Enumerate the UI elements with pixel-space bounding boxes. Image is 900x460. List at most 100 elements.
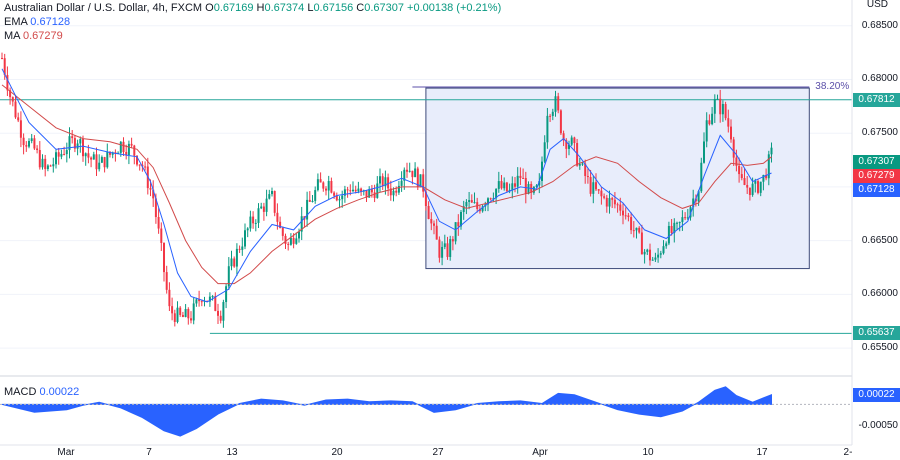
candle-body bbox=[732, 139, 735, 158]
candle-body bbox=[165, 272, 168, 290]
candle-body bbox=[327, 180, 330, 191]
date-tick-label: 20 bbox=[331, 447, 343, 458]
candle-body bbox=[354, 189, 357, 192]
candle-body bbox=[403, 169, 406, 181]
candle-body bbox=[535, 185, 538, 187]
candle-body bbox=[522, 177, 525, 179]
candle-body bbox=[630, 217, 633, 231]
range-box[interactable] bbox=[425, 87, 810, 270]
candle-body bbox=[411, 170, 414, 178]
ma-legend[interactable]: MA 0.67279 bbox=[4, 29, 63, 43]
macd-legend[interactable]: MACD 0.00022 bbox=[4, 385, 79, 399]
candle-body bbox=[244, 230, 246, 247]
candle-body bbox=[252, 216, 255, 224]
ema-legend[interactable]: EMA 0.67128 bbox=[4, 15, 70, 29]
candle-body bbox=[584, 163, 587, 177]
macd-tick-label: -0.00050 bbox=[858, 420, 898, 432]
candle-body bbox=[600, 190, 603, 197]
candle-body bbox=[262, 206, 265, 212]
candle-body bbox=[465, 201, 468, 207]
candle-body bbox=[333, 192, 336, 196]
candle-body bbox=[662, 246, 665, 254]
candle-body bbox=[646, 249, 649, 252]
candle-body bbox=[387, 177, 390, 189]
candle-body bbox=[508, 189, 511, 192]
candle-body bbox=[65, 150, 68, 155]
symbol-title[interactable]: Australian Dollar / U.S. Dollar, 4h, FXC… bbox=[4, 2, 203, 14]
candle-body bbox=[570, 137, 573, 145]
price-tick-label: 0.67500 bbox=[861, 127, 898, 139]
candle-body bbox=[400, 180, 403, 186]
candle-body bbox=[468, 200, 471, 202]
ohlc-low-key: L bbox=[307, 2, 314, 14]
ohlc-open-key: O bbox=[205, 2, 214, 14]
candle-body bbox=[765, 174, 768, 179]
candle-body bbox=[33, 138, 36, 149]
macd-label: MACD bbox=[4, 386, 37, 398]
candle-body bbox=[198, 299, 201, 302]
candle-body bbox=[187, 309, 190, 319]
price-tick-label: 0.68000 bbox=[861, 73, 898, 85]
candle-body bbox=[73, 138, 76, 149]
candle-body bbox=[751, 183, 754, 195]
candle-body bbox=[611, 198, 614, 200]
candle-body bbox=[368, 189, 371, 198]
candle-body bbox=[446, 243, 449, 257]
candle-body bbox=[319, 179, 322, 183]
candle-body bbox=[505, 182, 508, 192]
candle-body bbox=[219, 315, 222, 321]
candle-body bbox=[422, 174, 425, 192]
candle-body bbox=[192, 303, 195, 321]
candle-body bbox=[71, 136, 74, 139]
candle-body bbox=[681, 217, 684, 223]
candle-body bbox=[586, 176, 589, 178]
candle-body bbox=[136, 155, 138, 165]
candle-body bbox=[686, 217, 689, 219]
candle-body bbox=[541, 161, 543, 181]
candle-body bbox=[241, 246, 244, 250]
candle-body bbox=[473, 202, 476, 204]
candle-body bbox=[173, 313, 176, 322]
candle-body bbox=[619, 204, 622, 211]
candle-body bbox=[127, 143, 130, 156]
candle-body bbox=[322, 182, 325, 189]
candle-body bbox=[527, 183, 530, 194]
candle-body bbox=[257, 208, 260, 223]
fib-38-label: 38.20% bbox=[815, 81, 850, 93]
date-tick-label: Mar bbox=[57, 447, 75, 458]
price-tick-label: 0.66000 bbox=[861, 288, 898, 300]
macd-area bbox=[1, 386, 772, 437]
candle-body bbox=[281, 227, 284, 236]
candle-body bbox=[738, 165, 741, 175]
candle-body bbox=[1, 58, 3, 60]
last-price-tag: 0.67307 bbox=[853, 155, 900, 169]
candle-body bbox=[495, 188, 498, 199]
candle-body bbox=[678, 222, 681, 224]
ma-label: MA bbox=[4, 30, 20, 42]
candle-body bbox=[84, 153, 87, 157]
candle-body bbox=[638, 227, 641, 233]
candle-body bbox=[692, 198, 695, 208]
candlestick-series bbox=[1, 52, 773, 328]
candle-body bbox=[624, 215, 627, 217]
candle-body bbox=[284, 235, 287, 244]
candle-body bbox=[721, 104, 724, 115]
candle-body bbox=[22, 137, 25, 146]
candle-body bbox=[57, 152, 60, 157]
candle-body bbox=[416, 168, 419, 188]
candle-body bbox=[492, 198, 495, 200]
candle-body bbox=[160, 228, 163, 243]
candle-body bbox=[595, 182, 597, 190]
candle-body bbox=[384, 177, 387, 187]
candle-body bbox=[489, 198, 492, 200]
candle-body bbox=[276, 212, 279, 222]
ma-value: 0.67279 bbox=[22, 30, 63, 42]
candle-body bbox=[87, 153, 90, 158]
ohlc-close: 0.67307 bbox=[364, 2, 404, 14]
candle-body bbox=[346, 189, 349, 191]
candle-body bbox=[435, 225, 438, 240]
candle-body bbox=[122, 141, 125, 153]
date-tick-label: 7 bbox=[146, 447, 152, 458]
candle-body bbox=[25, 145, 28, 147]
